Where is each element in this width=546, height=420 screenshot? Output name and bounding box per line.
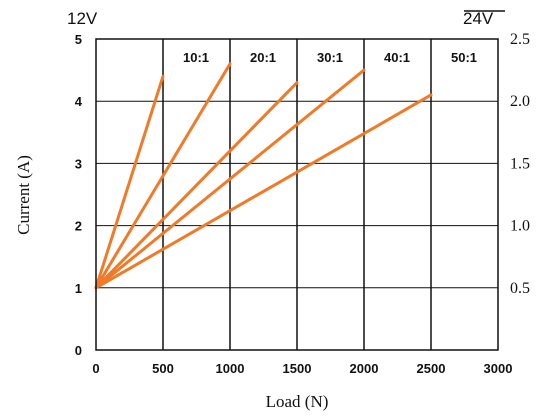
x-tick-label: 2500 — [417, 361, 446, 376]
y2-tick-label: 1.5 — [510, 155, 530, 172]
x-tick-label: 0 — [92, 361, 99, 376]
right-axis-ticks: 0.5 1.0 1.5 2.0 2.5 — [510, 31, 530, 297]
series-label: 50:1 — [451, 50, 477, 65]
series-line — [94, 81, 299, 290]
series-label: 20:1 — [250, 50, 276, 65]
x-tick-label: 2000 — [350, 361, 379, 376]
y-axis-title: Current (A) — [14, 155, 33, 235]
y-tick-label: 5 — [75, 32, 82, 47]
y-tick-label: 2 — [75, 219, 82, 234]
series-label: 10:1 — [183, 50, 209, 65]
y-tick-label: 4 — [75, 94, 83, 109]
series-lines — [94, 62, 433, 290]
x-tick-label: 500 — [152, 361, 174, 376]
ratio-labels: 10:1 20:1 30:1 40:1 50:1 — [183, 50, 477, 65]
y-tick-label: 0 — [75, 343, 82, 358]
right-supply-label: 24V — [463, 9, 494, 28]
left-supply-label: 12V — [67, 9, 98, 28]
x-tick-label: 3000 — [484, 361, 513, 376]
y2-tick-label: 1.0 — [510, 218, 530, 235]
series-line — [94, 74, 165, 290]
y-tick-label: 3 — [75, 156, 82, 171]
y2-tick-label: 0.5 — [510, 280, 530, 297]
series-label: 30:1 — [317, 50, 343, 65]
x-axis-title: Load (N) — [266, 392, 329, 411]
y2-tick-label: 2.5 — [510, 31, 530, 48]
y2-tick-label: 2.0 — [510, 93, 530, 110]
x-tick-label: 1000 — [216, 361, 245, 376]
grid — [96, 39, 498, 350]
y-tick-label: 1 — [75, 281, 82, 296]
plot-frame — [95, 38, 499, 351]
x-axis-ticks: 0 500 1000 1500 2000 2500 3000 — [92, 361, 512, 376]
x-tick-label: 1500 — [283, 361, 312, 376]
series-label: 40:1 — [384, 50, 410, 65]
series-line — [94, 68, 366, 290]
series-line — [94, 93, 433, 290]
left-axis-ticks: 0 1 2 3 4 5 — [75, 32, 83, 358]
series-line — [94, 62, 232, 290]
